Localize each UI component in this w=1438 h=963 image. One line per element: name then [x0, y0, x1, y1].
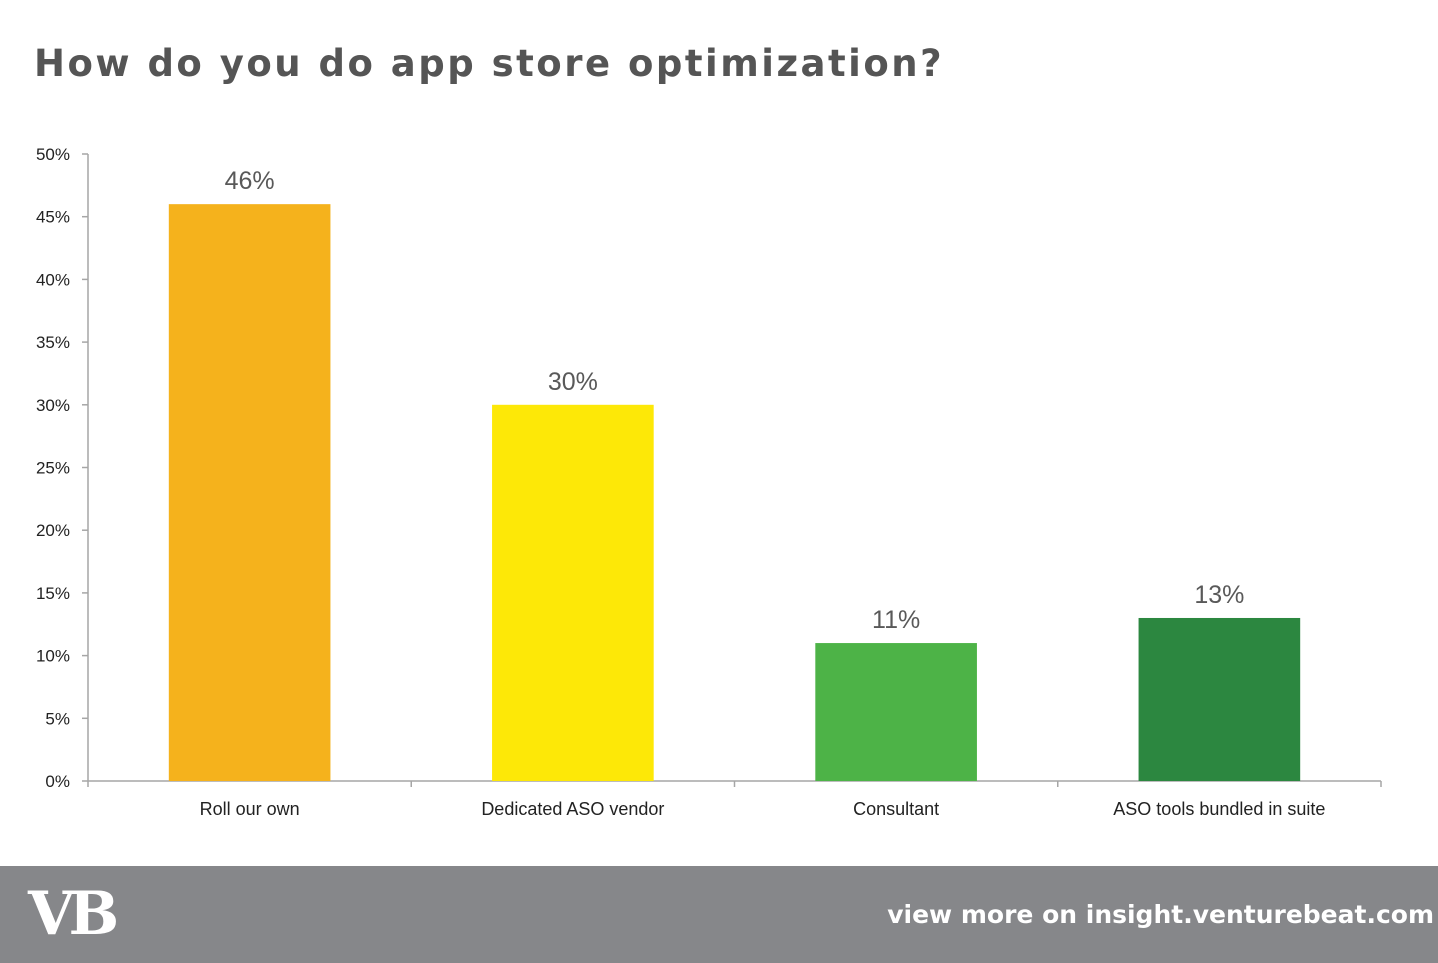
bar[interactable]: [1138, 617, 1301, 781]
bar-chart: 0% 5% 10% 15% 20% 25% 30% 35% 40% 45% 50% Roll our…: [36, 145, 1382, 819]
y-tick-label: 25%: [36, 459, 70, 478]
y-tick-label: 20%: [36, 521, 70, 540]
x-tick-label: Roll our own: [200, 799, 300, 819]
x-axis: Roll our own Dedicated ASO vendor Consulta…: [87, 780, 1382, 819]
chart-title: How do you do app store optimization?: [34, 42, 945, 85]
y-tick-label: 35%: [36, 333, 70, 352]
y-tick-label: 15%: [36, 584, 70, 603]
vb-logo[interactable]: VB: [28, 879, 119, 949]
data-label: 30%: [548, 368, 598, 396]
data-label: 13%: [1194, 581, 1244, 609]
insight-link[interactable]: view more on insight.venturebeat.com: [887, 900, 1434, 929]
bars: [168, 204, 1301, 781]
bar[interactable]: [815, 643, 977, 781]
bar[interactable]: [492, 404, 654, 781]
bar[interactable]: [168, 204, 331, 781]
data-label: 11%: [872, 606, 920, 634]
x-tick-label: Consultant: [853, 799, 939, 819]
y-axis: 0% 5% 10% 15% 20% 25% 30% 35% 40% 45% 50%: [36, 145, 89, 791]
y-tick-label: 5%: [45, 709, 70, 728]
y-tick-label: 40%: [36, 270, 70, 289]
y-tick-label: 10%: [36, 647, 70, 666]
y-tick-label: 50%: [36, 145, 70, 164]
y-tick-label: 30%: [36, 396, 70, 415]
x-tick-label: ASO tools bundled in suite: [1113, 799, 1325, 819]
data-label: 46%: [225, 167, 275, 195]
y-tick-label: 0%: [45, 772, 70, 791]
footer-bar: VB view more on insight.venturebeat.com: [0, 866, 1438, 963]
y-tick-label: 45%: [36, 208, 70, 227]
data-labels: 46% 30% 11% 13%: [225, 167, 1245, 634]
x-tick-label: Dedicated ASO vendor: [481, 799, 664, 819]
